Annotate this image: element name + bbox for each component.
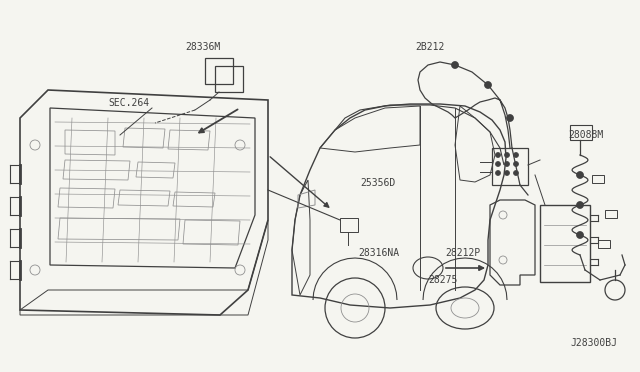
Text: 28275: 28275	[428, 275, 458, 285]
Circle shape	[513, 153, 518, 157]
Circle shape	[506, 115, 513, 122]
Text: 28316NA: 28316NA	[358, 248, 399, 258]
Text: 28088M: 28088M	[568, 130, 604, 140]
Circle shape	[495, 161, 500, 167]
Circle shape	[495, 170, 500, 176]
Circle shape	[577, 202, 584, 208]
Circle shape	[484, 81, 492, 89]
Text: 28212P: 28212P	[445, 248, 480, 258]
Circle shape	[495, 153, 500, 157]
Text: 2B212: 2B212	[415, 42, 444, 52]
Circle shape	[577, 231, 584, 238]
Text: J28300BJ: J28300BJ	[570, 338, 617, 348]
Circle shape	[504, 153, 509, 157]
Circle shape	[513, 161, 518, 167]
Text: SEC.264: SEC.264	[108, 98, 149, 108]
Text: 25356D: 25356D	[360, 178, 396, 188]
Text: 28336M: 28336M	[185, 42, 220, 52]
Circle shape	[513, 170, 518, 176]
Circle shape	[504, 161, 509, 167]
Circle shape	[451, 61, 458, 68]
Circle shape	[577, 171, 584, 179]
Circle shape	[504, 170, 509, 176]
